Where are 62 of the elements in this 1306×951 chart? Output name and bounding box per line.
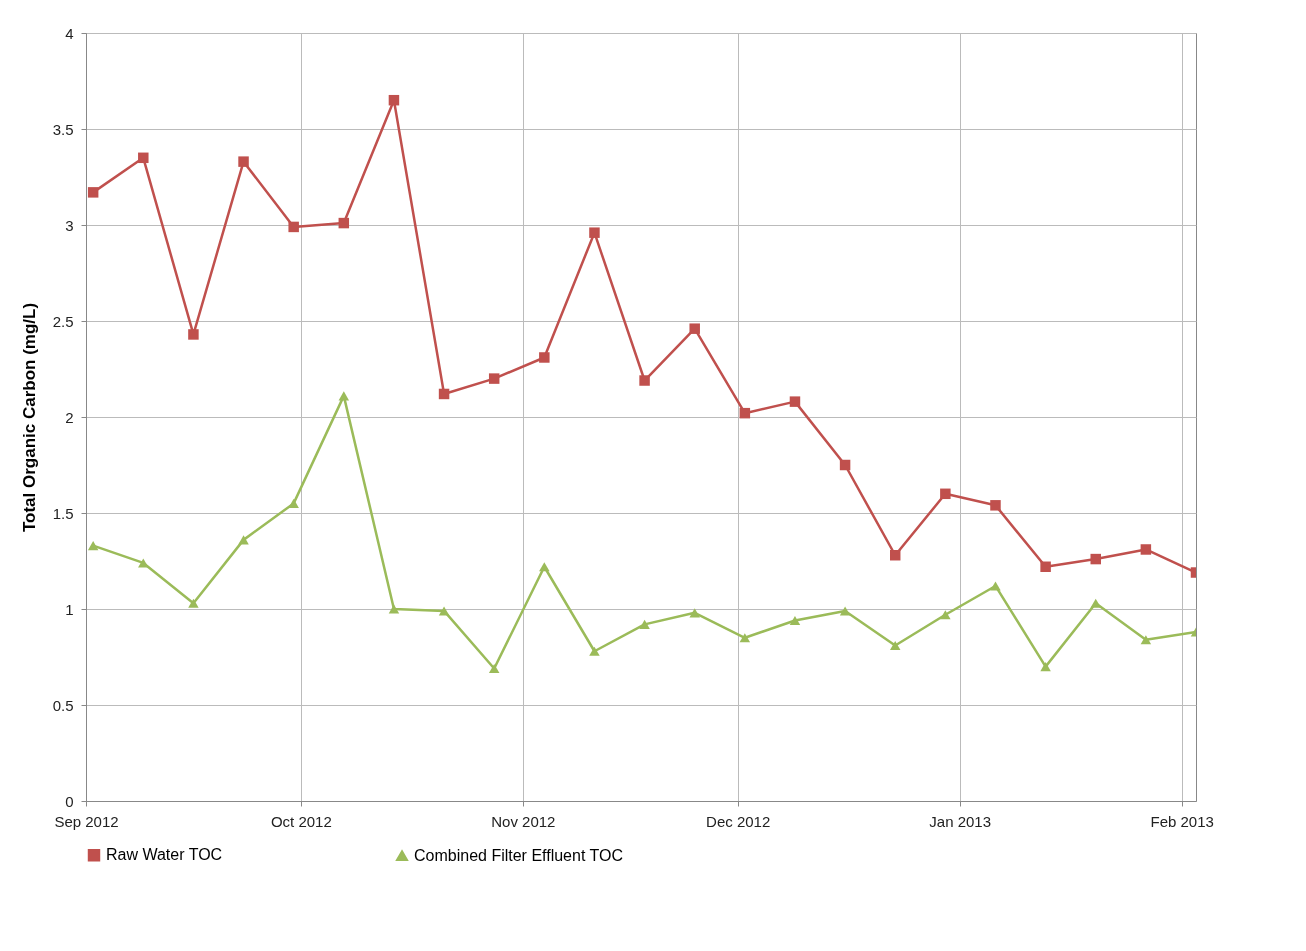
point bbox=[288, 221, 299, 233]
point bbox=[188, 598, 199, 608]
y-tick-label: 0 bbox=[65, 792, 74, 810]
point bbox=[689, 608, 700, 618]
point bbox=[338, 217, 350, 229]
point bbox=[438, 606, 450, 616]
point bbox=[288, 498, 299, 508]
point bbox=[940, 488, 951, 500]
point bbox=[1090, 553, 1101, 565]
point bbox=[839, 606, 851, 616]
point bbox=[539, 352, 550, 363]
point bbox=[87, 187, 99, 198]
point bbox=[138, 558, 149, 568]
y-tick-label: 1.5 bbox=[52, 504, 74, 522]
x-tick-label: Nov 2012 bbox=[491, 812, 556, 830]
point bbox=[188, 329, 199, 340]
point bbox=[388, 94, 400, 106]
y-tick-label: 0.5 bbox=[52, 696, 74, 714]
x-tick-label: Dec 2012 bbox=[706, 812, 771, 830]
point bbox=[940, 610, 951, 620]
legend-label: Raw Water TOC bbox=[106, 846, 223, 864]
y-tick-label: 2 bbox=[65, 408, 74, 426]
point bbox=[639, 375, 650, 386]
point bbox=[739, 633, 751, 643]
point bbox=[87, 541, 99, 551]
y-tick-label: 3.5 bbox=[52, 120, 74, 138]
point bbox=[789, 396, 801, 407]
point bbox=[639, 619, 650, 629]
y-axis-title: Total Organic Carbon (mg/L) bbox=[19, 302, 39, 533]
point bbox=[990, 581, 1001, 591]
point bbox=[438, 388, 450, 400]
legend-label: Combined Filter Effluent TOC bbox=[414, 846, 623, 864]
point bbox=[889, 640, 901, 651]
point bbox=[388, 604, 400, 614]
point bbox=[488, 373, 500, 384]
point bbox=[1040, 662, 1051, 672]
point bbox=[889, 550, 901, 561]
point bbox=[338, 391, 350, 401]
point bbox=[589, 227, 600, 238]
x-tick-label: Jan 2013 bbox=[929, 812, 992, 830]
point bbox=[238, 156, 249, 167]
point bbox=[238, 535, 249, 545]
point bbox=[739, 407, 751, 419]
point bbox=[589, 646, 600, 656]
point bbox=[1140, 635, 1152, 645]
y-tick-label: 1 bbox=[65, 600, 74, 618]
point bbox=[488, 663, 500, 674]
point bbox=[1040, 561, 1051, 572]
point bbox=[839, 459, 851, 471]
x-tick-label: Oct 2012 bbox=[270, 812, 332, 830]
point bbox=[1140, 544, 1152, 555]
x-tick-label: Sep 2012 bbox=[54, 812, 119, 830]
point bbox=[539, 562, 550, 572]
point bbox=[689, 323, 700, 334]
y-tick-label: 2.5 bbox=[52, 312, 74, 330]
y-tick-label: 4 bbox=[65, 24, 74, 42]
point bbox=[990, 500, 1001, 511]
x-tick-label: Feb 2013 bbox=[1150, 812, 1214, 830]
point bbox=[138, 152, 149, 164]
y-tick-label: 3 bbox=[65, 216, 74, 234]
point bbox=[789, 615, 801, 626]
point bbox=[1090, 598, 1101, 608]
